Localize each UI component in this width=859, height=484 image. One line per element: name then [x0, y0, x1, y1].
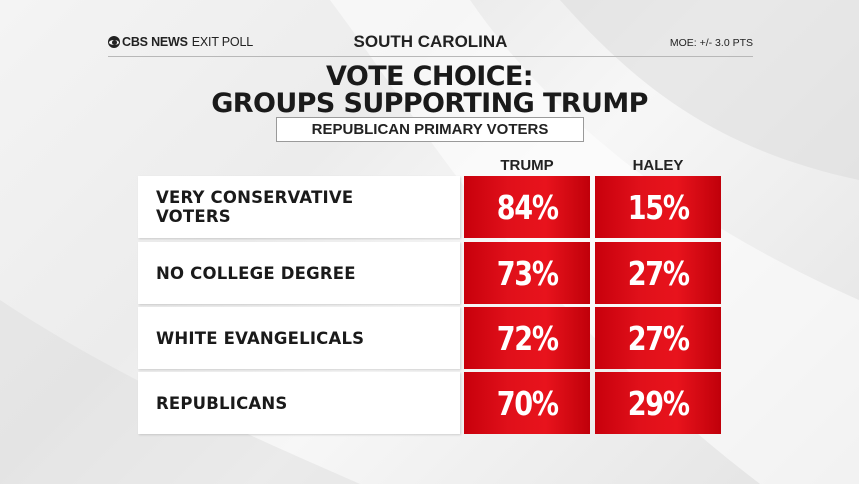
data-label: 15%: [627, 187, 689, 227]
data-label: 73%: [496, 253, 558, 293]
value-cell-haley: 27%: [595, 242, 721, 304]
value-cell-trump: 72%: [464, 307, 590, 369]
state-label: SOUTH CAROLINA: [353, 32, 508, 51]
logo-suffix: EXIT POLL: [191, 35, 253, 49]
row-label: WHITE EVANGELICALS: [138, 307, 460, 369]
row-label-line: NO COLLEGE DEGREE: [156, 263, 356, 283]
data-label: 72%: [496, 318, 558, 358]
row-label-line: WHITE EVANGELICALS: [156, 328, 365, 348]
title-line-2: GROUPS SUPPORTING TRUMP: [211, 88, 648, 119]
data-label: 27%: [627, 253, 689, 293]
header-bar: CBS NEWS EXIT POLL SOUTH CAROLINA MOE: +…: [108, 30, 753, 57]
data-label: 70%: [496, 383, 558, 423]
logo-brand: CBS NEWS: [122, 35, 188, 49]
title-line-1: VOTE CHOICE:: [326, 61, 534, 92]
value-cell-trump: 73%: [464, 242, 590, 304]
value-cell-trump: 70%: [464, 372, 590, 434]
data-label: 29%: [627, 383, 689, 423]
value-cell-haley: 29%: [595, 372, 721, 434]
value-cell-trump: 84%: [464, 176, 590, 238]
chart-subtitle: REPUBLICAN PRIMARY VOTERS: [276, 117, 584, 142]
row-label: NO COLLEGE DEGREE: [138, 242, 460, 304]
column-header-haley: HALEY: [632, 157, 684, 174]
cbs-news-logo: CBS NEWS EXIT POLL: [108, 35, 253, 49]
column-header-trump: TRUMP: [500, 157, 554, 174]
row-label-line: VOTERS: [156, 207, 231, 226]
value-cell-haley: 15%: [595, 176, 721, 238]
row-label: REPUBLICANS: [138, 372, 460, 434]
row-label: VERY CONSERVATIVE VOTERS: [138, 176, 460, 238]
data-label: 27%: [627, 318, 689, 358]
chart-title: VOTE CHOICE: GROUPS SUPPORTING TRUMP: [0, 63, 859, 117]
cbs-eye-icon: [108, 36, 120, 48]
row-label-line: REPUBLICANS: [156, 393, 288, 413]
row-label-line: VERY CONSERVATIVE: [156, 188, 354, 207]
margin-of-error: MOE: +/- 3.0 PTS: [669, 37, 753, 49]
value-cell-haley: 27%: [595, 307, 721, 369]
data-label: 84%: [496, 187, 558, 227]
